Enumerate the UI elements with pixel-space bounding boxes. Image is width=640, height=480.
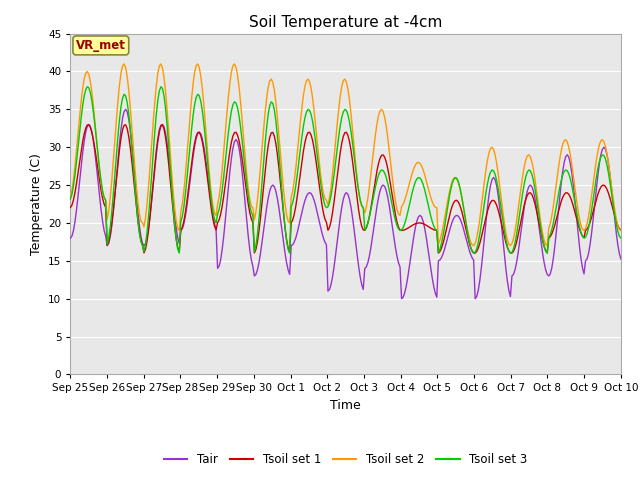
Title: Soil Temperature at -4cm: Soil Temperature at -4cm (249, 15, 442, 30)
Y-axis label: Temperature (C): Temperature (C) (29, 153, 43, 255)
Legend: Tair, Tsoil set 1, Tsoil set 2, Tsoil set 3: Tair, Tsoil set 1, Tsoil set 2, Tsoil se… (159, 448, 532, 471)
Text: VR_met: VR_met (76, 39, 126, 52)
X-axis label: Time: Time (330, 399, 361, 412)
